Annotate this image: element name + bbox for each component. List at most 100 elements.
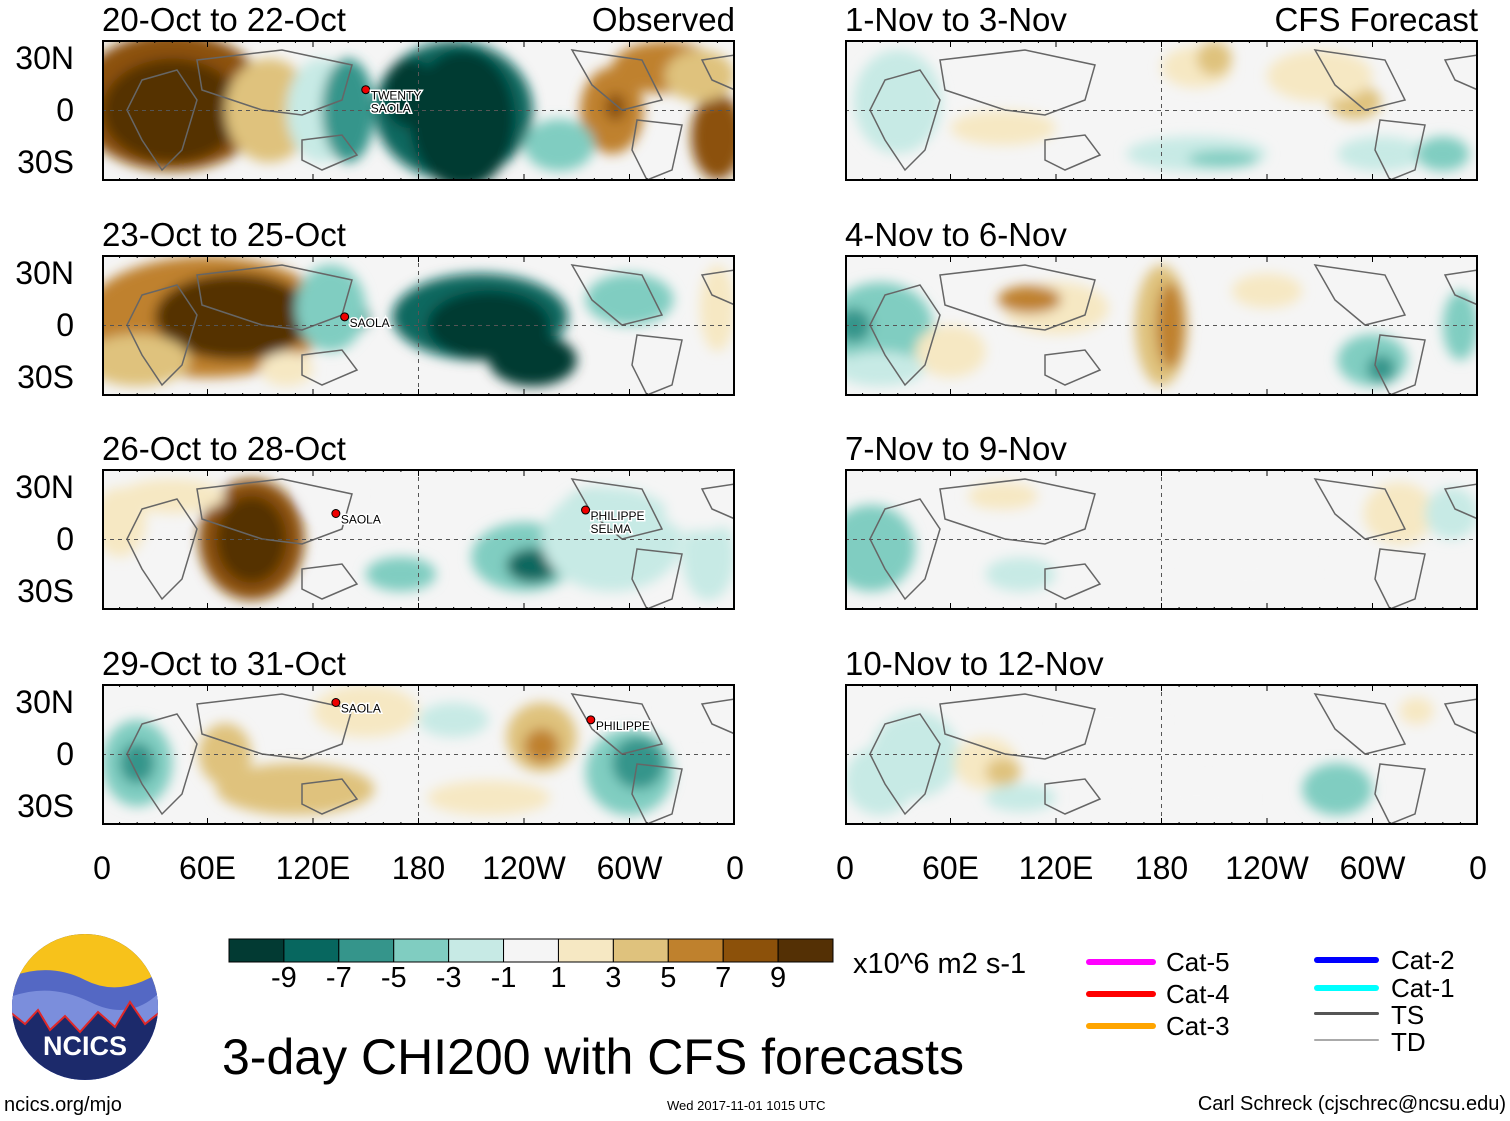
colorbar-tick: 5	[660, 962, 677, 994]
legend-label: Cat-3	[1166, 1011, 1230, 1041]
coastline	[939, 478, 1096, 545]
longitude-label: 120E	[275, 850, 351, 886]
storm-label: SAOLA	[371, 102, 411, 116]
anomaly-region	[119, 478, 226, 514]
coastline	[631, 548, 683, 610]
anomaly-region	[154, 273, 313, 361]
anomaly-region	[682, 513, 735, 601]
longitude-label: 180	[391, 850, 446, 886]
coastline	[1374, 334, 1426, 396]
latitude-label: 0	[56, 92, 74, 128]
anomaly-region	[997, 285, 1062, 314]
longitude-label: 120W	[1225, 850, 1309, 886]
coastline	[631, 334, 683, 396]
coastline	[1443, 269, 1478, 306]
storm-label: SELMA	[591, 522, 632, 536]
latitude-label: 30S	[17, 788, 74, 824]
anomaly-region	[524, 728, 560, 764]
coastline	[869, 69, 941, 172]
colorbar-tick: 1	[550, 962, 567, 994]
storm-label: SAOLA	[341, 513, 381, 527]
coastline	[1313, 49, 1407, 111]
anomaly-region	[845, 745, 916, 816]
anomaly-region	[304, 478, 357, 514]
anomaly-region	[365, 556, 437, 592]
coastline	[869, 284, 941, 387]
anomaly-region	[418, 702, 489, 738]
anomaly-region	[1056, 702, 1162, 738]
site-link[interactable]: ncics.org/mjo	[4, 1094, 122, 1116]
colorbar-tick: -5	[380, 962, 407, 994]
coastline	[1443, 698, 1478, 735]
coastline	[1044, 778, 1102, 815]
anomaly-region	[1442, 290, 1478, 361]
anomaly-region	[985, 556, 1056, 592]
coastline	[126, 284, 198, 387]
colorbar-tick: -1	[490, 962, 517, 994]
map-panel: SAOLA	[102, 255, 735, 396]
storm-label: SAOLA	[341, 702, 381, 716]
legend-label: Cat-1	[1391, 973, 1455, 1003]
storm-marker	[340, 312, 350, 322]
anomaly-region	[1267, 49, 1373, 102]
coastline	[126, 498, 198, 601]
coastline	[196, 264, 353, 331]
coastline	[700, 54, 735, 91]
coastline	[869, 713, 941, 816]
anomaly-region	[1337, 136, 1426, 172]
latitude-label: 0	[56, 307, 74, 343]
legend-line	[1086, 991, 1156, 997]
anomaly-region	[1196, 41, 1232, 76]
anomaly-region	[1302, 763, 1373, 816]
map-panel	[845, 469, 1478, 610]
anomaly-region	[845, 308, 872, 343]
coastline	[939, 49, 1096, 116]
storm-marker	[331, 698, 341, 707]
colorbar-tick: 3	[605, 962, 622, 994]
coastline	[1313, 264, 1407, 326]
coastline	[570, 49, 664, 111]
anomaly-region	[985, 757, 1021, 786]
coastline	[700, 698, 735, 735]
colorbar-tick: -9	[271, 962, 297, 994]
storm-label: SAOLA	[350, 316, 390, 330]
anomaly-region	[1381, 49, 1435, 85]
anomaly-region	[488, 334, 577, 387]
panel-title: 29-Oct to 31-Oct	[102, 645, 346, 682]
anomaly-region	[664, 49, 735, 102]
anomaly-region	[950, 110, 1056, 146]
anomaly-region	[853, 49, 942, 154]
figure-title: 3-day CHI200 with CFS forecasts	[222, 1029, 964, 1085]
storm-label: TWENTY	[371, 89, 422, 103]
longitude-label: 60E	[179, 850, 236, 886]
anomaly-region	[1187, 150, 1259, 168]
colorbar-swatch	[667, 938, 724, 963]
legend-line	[1086, 1023, 1156, 1029]
latitude-label: 30S	[17, 144, 74, 180]
anomaly-region	[845, 351, 925, 387]
anomaly-region	[1156, 282, 1185, 369]
anomaly-region	[427, 780, 551, 816]
legend-line	[1314, 957, 1379, 963]
coastline	[1374, 548, 1426, 610]
coastline	[196, 693, 353, 760]
coastline	[301, 563, 359, 600]
anomaly-region	[524, 119, 595, 172]
coastline	[700, 269, 735, 306]
legend-label: TD	[1391, 1027, 1426, 1057]
coastline	[700, 483, 735, 520]
longitude-label: 0	[836, 850, 854, 886]
legend-label: Cat-2	[1391, 945, 1455, 975]
colorbar-swatch	[612, 938, 669, 963]
anomaly-region	[102, 58, 243, 163]
coastline	[570, 264, 664, 326]
latitude-label: 30S	[17, 359, 74, 395]
storm-label: PHILIPPE	[591, 509, 645, 523]
colorbar-swatch	[503, 938, 559, 963]
legend-label: Cat-5	[1166, 947, 1230, 977]
anomaly-region	[1416, 136, 1470, 172]
coastline	[196, 478, 353, 545]
colorbar-tick: 7	[715, 962, 732, 994]
